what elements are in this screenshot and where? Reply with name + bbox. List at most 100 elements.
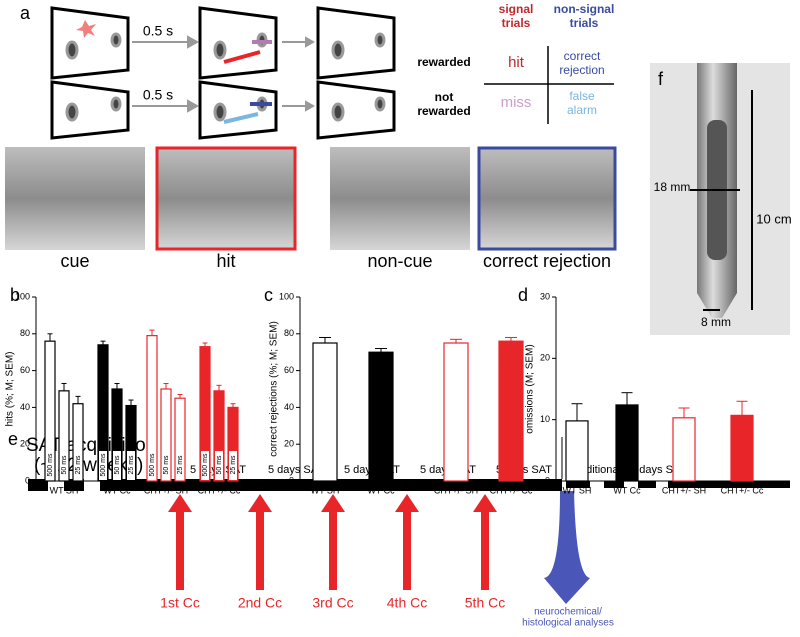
photo-label: non-cue <box>367 251 432 271</box>
table-cell: miss <box>501 94 532 111</box>
label-bg <box>176 451 184 480</box>
x-tick-label: WT SH <box>563 485 592 495</box>
bar-sub-label: 50 ms <box>61 455 68 475</box>
photo-label: hit <box>216 251 235 271</box>
delay-label: 0.5 s <box>143 87 173 103</box>
label-bg <box>74 451 82 480</box>
y-tick-label: 20 <box>540 353 550 363</box>
table-column-header: trials <box>502 16 531 30</box>
table-column-header: non-signal <box>554 2 615 16</box>
bar <box>498 340 524 482</box>
table-row-header: rewarded <box>417 55 470 69</box>
bar <box>565 420 589 482</box>
panel-letter: f <box>658 69 664 89</box>
x-tick-label: CHT+/- Cc <box>721 485 764 495</box>
table-row-header: not <box>435 90 454 104</box>
label-bg <box>215 451 223 480</box>
ports <box>65 32 386 122</box>
response-arrows <box>223 40 272 124</box>
y-axis-label: omissions (M; SEM) <box>525 344 536 433</box>
table-cell: alarm <box>567 103 597 117</box>
y-tick-label: 100 <box>279 291 294 301</box>
table-grid <box>484 46 614 124</box>
bar-sub-label: 50 ms <box>216 455 223 475</box>
y-tick-label: 0 <box>545 475 550 485</box>
session-arrows <box>168 494 497 590</box>
probe-photo <box>650 63 790 335</box>
photo-label: correct rejection <box>483 251 611 271</box>
label-bg <box>99 451 107 480</box>
y-tick-label: 100 <box>15 291 30 301</box>
panel-letter: d <box>518 285 528 305</box>
dimension-label: 10 cm <box>756 211 791 226</box>
photos <box>5 146 617 251</box>
label-bg <box>127 451 135 480</box>
label-bg <box>60 451 68 480</box>
bar-sub-label: 500 ms <box>149 453 156 476</box>
table-column-header: trials <box>570 16 599 30</box>
bar-sub-label: 500 ms <box>202 453 209 476</box>
bar <box>312 342 338 482</box>
y-tick-label: 60 <box>284 365 294 375</box>
label-bg <box>46 451 54 480</box>
y-axis-label: correct rejections (%; M; SEM) <box>269 321 280 457</box>
table-column-header: signal <box>499 2 534 16</box>
task-diagram <box>50 6 396 140</box>
bar <box>368 351 394 482</box>
x-tick-label: WT Cc <box>613 485 641 495</box>
x-tick-label: WT Cc <box>367 485 395 495</box>
y-tick-label: 80 <box>284 328 294 338</box>
bar-sub-label: 50 ms <box>163 455 170 475</box>
x-tick-label: CHT+/- SH <box>662 485 706 495</box>
x-tick-label: CHT+/- SH <box>144 485 188 495</box>
analysis-label: neurochemical/ <box>534 607 602 618</box>
session-label: 2nd Cc <box>238 595 282 611</box>
bar-sub-label: 500 ms <box>47 453 54 476</box>
x-tick-label: WT SH <box>311 485 340 495</box>
y-tick-label: 60 <box>20 365 30 375</box>
x-tick-label: CHT+/- Cc <box>198 485 241 495</box>
panel-letter: a <box>20 3 31 23</box>
bar <box>615 404 639 482</box>
session-label: 1st Cc <box>160 595 200 611</box>
bar-sub-label: 25 ms <box>177 455 184 475</box>
photo-label: cue <box>60 251 89 271</box>
bar-sub-label: 500 ms <box>100 453 107 476</box>
y-axis-label: hits (%; M; SEM) <box>5 351 16 426</box>
bar <box>672 417 696 482</box>
table-cell: correct <box>564 49 601 63</box>
bar-sub-label: 25 ms <box>230 455 237 475</box>
bar-sub-label: 25 ms <box>75 455 82 475</box>
y-tick-label: 10 <box>540 414 550 424</box>
delay-label: 0.5 s <box>143 23 173 39</box>
x-tick-label: WT SH <box>50 485 79 495</box>
bar-sub-label: 50 ms <box>114 455 121 475</box>
panel-letter: c <box>264 285 273 305</box>
x-tick-label: CHT+/- SH <box>434 485 478 495</box>
table-cell: false <box>569 89 595 103</box>
session-label: 5th Cc <box>465 595 505 611</box>
session-label: 4th Cc <box>387 595 427 611</box>
x-tick-label: CHT+/- Cc <box>490 485 533 495</box>
x-tick-label: WT Cc <box>103 485 131 495</box>
dimension-label: 18 mm <box>654 180 691 194</box>
label-bg <box>229 451 237 480</box>
y-tick-label: 0 <box>289 475 294 485</box>
label-bg <box>113 451 121 480</box>
y-tick-label: 80 <box>20 328 30 338</box>
y-tick-label: 40 <box>20 402 30 412</box>
bar-sub-label: 25 ms <box>128 455 135 475</box>
label-bg <box>148 451 156 480</box>
y-tick-label: 20 <box>20 439 30 449</box>
block-label: 5 days SAT <box>268 464 324 476</box>
table-cell: rejection <box>559 63 604 77</box>
y-tick-label: 40 <box>284 402 294 412</box>
label-bg <box>201 451 209 480</box>
y-tick-label: 0 <box>25 475 30 485</box>
panel-letter: e <box>8 429 18 449</box>
bar <box>730 414 754 482</box>
analysis-arrow <box>544 491 590 604</box>
cue-light <box>76 20 96 38</box>
